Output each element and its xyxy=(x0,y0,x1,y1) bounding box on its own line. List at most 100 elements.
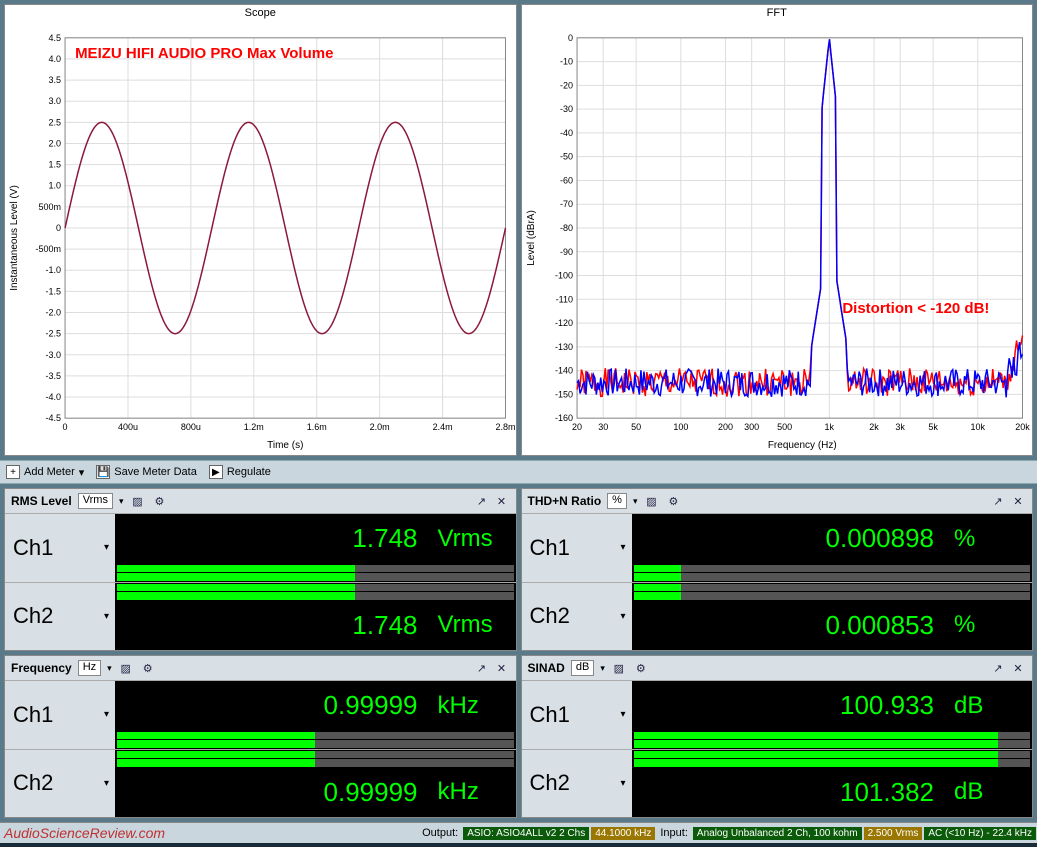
channel-label[interactable]: Ch1 xyxy=(5,514,115,582)
svg-text:30: 30 xyxy=(598,422,608,432)
meter-unit-select[interactable]: Hz xyxy=(78,660,101,676)
channel-label[interactable]: Ch2 xyxy=(5,583,115,651)
meter-unit: kHz xyxy=(438,692,508,720)
meter-unit: kHz xyxy=(438,778,508,806)
chevron-down-icon[interactable]: ▾ xyxy=(119,496,124,507)
meter-title: SINAD xyxy=(528,661,565,675)
svg-text:0: 0 xyxy=(63,422,68,432)
meter-channel-row: Ch2 0.000853 % xyxy=(522,582,1033,651)
meter-unit: Vrms xyxy=(438,611,508,639)
channel-label[interactable]: Ch2 xyxy=(522,583,632,651)
close-icon[interactable]: ✕ xyxy=(494,493,510,509)
chevron-down-icon: ▾ xyxy=(79,466,85,479)
svg-text:1.5: 1.5 xyxy=(49,160,62,170)
gear-icon[interactable]: ⚙ xyxy=(151,493,167,509)
meter-unit: % xyxy=(954,525,1024,553)
filter-icon[interactable]: ▨ xyxy=(129,493,145,509)
output-label: Output: xyxy=(418,827,462,839)
meter-bars xyxy=(115,750,516,768)
add-meter-button[interactable]: + Add Meter ▾ xyxy=(6,465,84,479)
popout-icon[interactable]: ↗ xyxy=(990,660,1006,676)
svg-text:-1.5: -1.5 xyxy=(46,286,62,296)
svg-text:3.5: 3.5 xyxy=(49,75,62,85)
input-level[interactable]: 2.500 Vrms xyxy=(864,827,923,840)
output-device[interactable]: ASIO: ASIO4ALL v2 2 Chs xyxy=(463,827,589,840)
svg-text:10k: 10k xyxy=(970,422,985,432)
meter-bars xyxy=(632,583,1033,601)
chevron-down-icon[interactable]: ▾ xyxy=(633,496,638,507)
meter-unit-select[interactable]: % xyxy=(607,493,627,509)
charts-row: Scope -4.5-4.0-3.5-3.0-2.5-2.0-1.5-1.0-5… xyxy=(0,0,1037,460)
channel-label[interactable]: Ch2 xyxy=(522,750,632,818)
svg-text:20k: 20k xyxy=(1015,422,1030,432)
meter-toolbar: + Add Meter ▾ 💾 Save Meter Data ▶ Regula… xyxy=(0,460,1037,484)
meter-unit-select[interactable]: Vrms xyxy=(78,493,113,509)
channel-label[interactable]: Ch1 xyxy=(5,681,115,749)
meter-value: 1.748 xyxy=(352,610,417,641)
close-icon[interactable]: ✕ xyxy=(1010,493,1026,509)
close-icon[interactable]: ✕ xyxy=(494,660,510,676)
gear-icon[interactable]: ⚙ xyxy=(665,493,681,509)
input-device[interactable]: Analog Unbalanced 2 Ch, 100 kohm xyxy=(693,827,862,840)
svg-text:100: 100 xyxy=(673,422,688,432)
svg-text:2.0: 2.0 xyxy=(49,138,62,148)
meter-unit: dB xyxy=(954,692,1024,720)
svg-text:2.0m: 2.0m xyxy=(370,422,390,432)
add-meter-label: Add Meter xyxy=(24,466,75,478)
meter-value: 0.000853 xyxy=(826,610,934,641)
svg-text:-3.0: -3.0 xyxy=(46,350,62,360)
meter-unit-select[interactable]: dB xyxy=(571,660,594,676)
svg-text:-50: -50 xyxy=(560,152,573,162)
svg-text:3k: 3k xyxy=(895,422,905,432)
channel-label[interactable]: Ch1 xyxy=(522,681,632,749)
svg-text:3.0: 3.0 xyxy=(49,96,62,106)
scope-panel: Scope -4.5-4.0-3.5-3.0-2.5-2.0-1.5-1.0-5… xyxy=(4,4,517,456)
chevron-down-icon[interactable]: ▾ xyxy=(107,663,112,674)
meter-value: 100.933 xyxy=(840,690,934,721)
meter-bars xyxy=(632,564,1033,582)
plus-icon: + xyxy=(6,465,20,479)
meter-value: 0.99999 xyxy=(324,690,418,721)
svg-text:-60: -60 xyxy=(560,175,573,185)
channel-label[interactable]: Ch1 xyxy=(522,514,632,582)
save-meter-data-button[interactable]: 💾 Save Meter Data xyxy=(96,465,197,479)
filter-icon[interactable]: ▨ xyxy=(611,660,627,676)
fft-trace-ch2 xyxy=(577,39,1022,397)
svg-text:-40: -40 xyxy=(560,128,573,138)
meter-unit: dB xyxy=(954,778,1024,806)
regulate-button[interactable]: ▶ Regulate xyxy=(209,465,271,479)
filter-icon[interactable]: ▨ xyxy=(643,493,659,509)
popout-icon[interactable]: ↗ xyxy=(474,660,490,676)
meter-channel-row: Ch1 0.99999 kHz xyxy=(5,680,516,749)
popout-icon[interactable]: ↗ xyxy=(474,493,490,509)
meter-bars xyxy=(115,731,516,749)
scope-chart[interactable]: -4.5-4.0-3.5-3.0-2.5-2.0-1.5-1.0-500m050… xyxy=(5,21,516,455)
filter-icon[interactable]: ▨ xyxy=(118,660,134,676)
svg-text:300: 300 xyxy=(744,422,759,432)
meter-channel-row: Ch1 0.000898 % xyxy=(522,513,1033,582)
meter-value: 0.99999 xyxy=(324,777,418,808)
play-icon: ▶ xyxy=(209,465,223,479)
svg-text:-2.5: -2.5 xyxy=(46,329,62,339)
svg-text:1.2m: 1.2m xyxy=(244,422,264,432)
gear-icon[interactable]: ⚙ xyxy=(633,660,649,676)
channel-label[interactable]: Ch2 xyxy=(5,750,115,818)
svg-text:1.0: 1.0 xyxy=(49,181,62,191)
scope-title: Scope xyxy=(5,5,516,21)
chevron-down-icon[interactable]: ▾ xyxy=(600,663,605,674)
svg-text:1k: 1k xyxy=(824,422,834,432)
svg-text:-500m: -500m xyxy=(36,244,62,254)
svg-text:-1.0: -1.0 xyxy=(46,265,62,275)
input-coupling[interactable]: AC (<10 Hz) - 22.4 kHz xyxy=(924,827,1036,840)
svg-text:500m: 500m xyxy=(39,202,62,212)
popout-icon[interactable]: ↗ xyxy=(990,493,1006,509)
output-rate[interactable]: 44.1000 kHz xyxy=(591,827,655,840)
svg-text:-140: -140 xyxy=(555,366,573,376)
meter-title: Frequency xyxy=(11,661,72,675)
gear-icon[interactable]: ⚙ xyxy=(140,660,156,676)
close-icon[interactable]: ✕ xyxy=(1010,660,1026,676)
meter-bars xyxy=(632,731,1033,749)
svg-text:-20: -20 xyxy=(560,80,573,90)
fft-chart[interactable]: -160-150-140-130-120-110-100-90-80-70-60… xyxy=(522,21,1033,455)
meter-panel-rms-level: RMS Level Vrms ▾ ▨ ⚙ ↗ ✕ Ch1 1.748 Vrms … xyxy=(4,488,517,651)
